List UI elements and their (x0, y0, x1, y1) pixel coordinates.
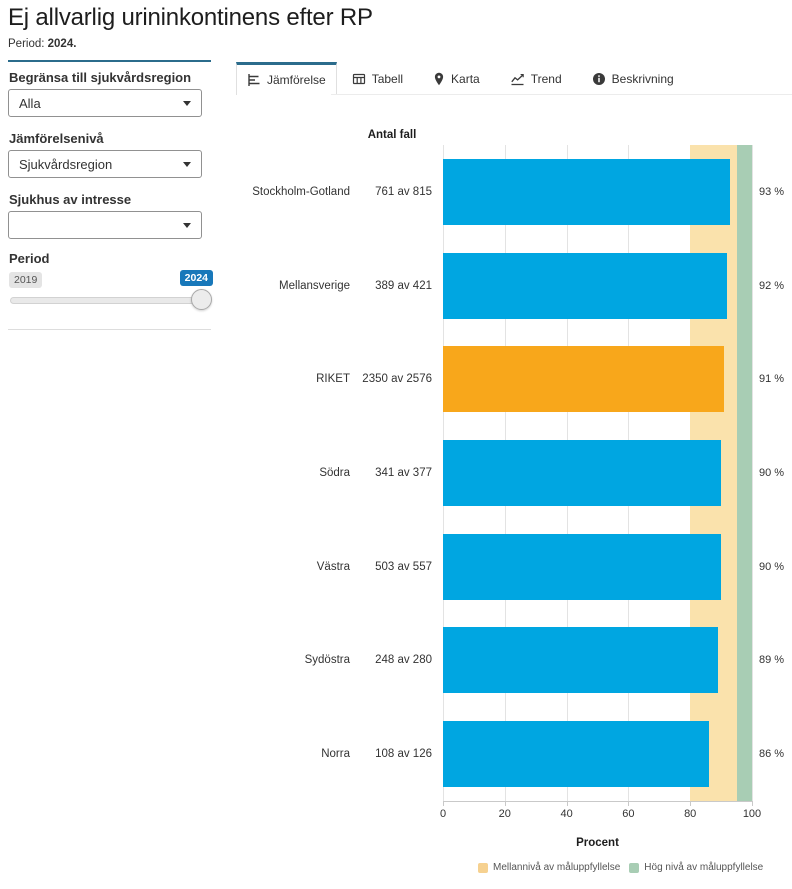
page-title: Ej allvarlig urininkontinens efter RP (8, 4, 373, 31)
percent-label: 93 % (759, 185, 785, 198)
legend-swatch (478, 862, 488, 873)
region-filter-label: Begränsa till sjukvårdsregion (9, 70, 192, 85)
period-max-badge: 2024 (179, 270, 213, 286)
bar-chart-icon (248, 74, 260, 86)
map-pin-icon (434, 72, 444, 85)
value-bar (443, 158, 731, 225)
tab-label: Beskrivning (611, 71, 674, 86)
x-axis-title: Procent (576, 837, 619, 849)
category-label: Västra (316, 560, 350, 573)
hospital-select[interactable] (8, 211, 202, 239)
x-axis-tick-label: 60 (622, 808, 635, 820)
chevron-down-icon (183, 101, 191, 106)
x-axis-tick (566, 801, 568, 806)
x-axis-tick (504, 801, 506, 806)
count-label: 108 av 126 (375, 748, 432, 761)
count-label: 389 av 421 (375, 279, 432, 292)
count-label: 761 av 815 (375, 185, 432, 198)
target-band (736, 145, 752, 801)
percent-label: 89 % (759, 654, 785, 667)
category-label: Stockholm-Gotland (252, 185, 350, 198)
table-icon (352, 73, 365, 84)
count-label: 503 av 557 (375, 560, 432, 573)
value-bar (443, 533, 722, 600)
count-label: 248 av 280 (375, 654, 432, 667)
value-bar (443, 627, 718, 694)
comparison-level-value: Sjukvårdsregion (19, 156, 113, 172)
tab-bar-divider (331, 94, 792, 95)
percent-label: 92 % (759, 279, 785, 292)
period-note-value: 2024. (47, 38, 77, 50)
period-slider (8, 288, 212, 314)
legend-label: Mellannivå av måluppfyllelse (493, 862, 621, 873)
count-label: 2350 av 2576 (362, 373, 432, 386)
tab-label: Tabell (371, 71, 404, 86)
chevron-down-icon (183, 223, 191, 228)
count-label: 341 av 377 (375, 467, 432, 479)
category-label: Sydöstra (304, 654, 350, 667)
x-axis-tick (752, 801, 753, 806)
value-bar (443, 440, 722, 506)
x-axis-tick-label: 0 (439, 808, 447, 820)
percent-label: 90 % (759, 467, 785, 479)
chart-legend: Mellannivå av måluppfyllelse Hög nivå av … (478, 862, 763, 873)
tab-jamforelse[interactable]: Jämförelse (236, 62, 337, 95)
legend-swatch (629, 862, 640, 873)
legend-label: Hög nivå av måluppfyllelse (644, 862, 764, 873)
tab-label: Jämförelse (267, 73, 326, 87)
x-axis-tick (443, 801, 444, 806)
comparison-level-select[interactable]: Sjukvårdsregion (8, 150, 202, 178)
period-slider-handle[interactable] (191, 289, 212, 310)
tab-label: Karta (451, 71, 480, 86)
period-slider-label: Period (9, 251, 50, 266)
tab-label: Trend (530, 71, 562, 86)
value-bar (443, 346, 725, 413)
x-axis-tick-label: 20 (498, 808, 511, 820)
category-label: Norra (321, 748, 350, 761)
tab-beskrivning[interactable]: Beskrivning (577, 62, 689, 95)
percent-label: 91 % (759, 373, 785, 386)
percent-label: 86 % (759, 748, 785, 761)
hospital-filter-label: Sjukhus av intresse (9, 192, 132, 207)
tab-bar: Jämförelse Tabell Karta Trend (236, 62, 689, 95)
period-badges: 2019 2024 (8, 270, 213, 288)
tab-trend[interactable]: Trend (495, 62, 577, 95)
period-min-badge: 2019 (9, 272, 43, 288)
tab-karta[interactable]: Karta (418, 62, 495, 95)
category-label: Södra (319, 467, 350, 479)
percent-label: 90 % (759, 560, 785, 573)
legend-item: Mellannivå av måluppfyllelse (478, 862, 620, 873)
tab-tabell[interactable]: Tabell (337, 62, 418, 95)
chevron-down-icon (183, 162, 191, 167)
category-label: RIKET (316, 373, 350, 386)
comparison-level-label: Jämförelsenivå (9, 131, 104, 146)
count-column-header: Antal fall (367, 129, 417, 141)
region-select[interactable]: Alla (8, 89, 202, 117)
x-axis-tick-label: 100 (742, 808, 762, 820)
legend-item: Hög nivå av måluppfyllelse (629, 862, 763, 873)
x-axis-tick-label: 40 (560, 808, 573, 820)
region-select-value: Alla (19, 95, 41, 111)
info-icon (592, 72, 605, 85)
x-axis-tick (628, 801, 630, 806)
line-chart-icon (511, 73, 524, 85)
filter-sidebar: Begränsa till sjukvårdsregion Alla Jämfö… (8, 60, 213, 330)
sidebar-divider (8, 329, 211, 330)
x-axis-line (443, 801, 753, 802)
value-bar (443, 252, 728, 319)
x-axis-tick-label: 80 (684, 808, 697, 820)
period-note: Period: 2024. (8, 38, 76, 50)
category-label: Mellansverige (279, 279, 350, 292)
period-note-label: Period: (8, 38, 45, 50)
value-bar (443, 721, 709, 788)
gridline (752, 145, 753, 801)
x-axis-tick (690, 801, 692, 806)
